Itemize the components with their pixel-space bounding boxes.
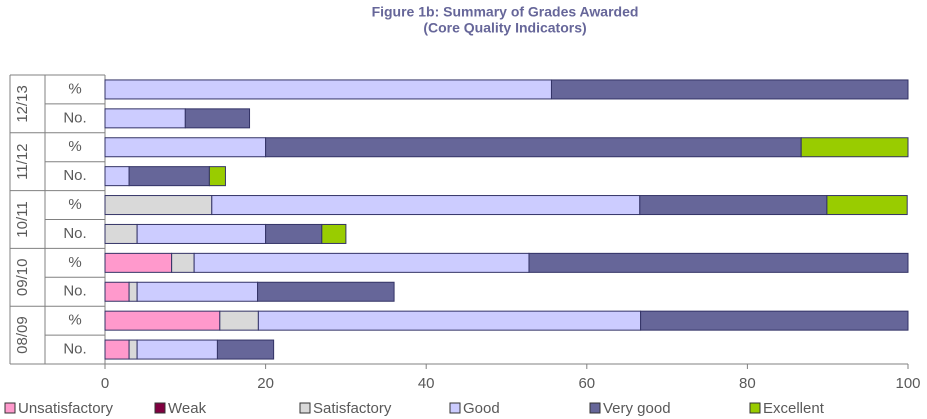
bar-segment (104, 195, 213, 216)
legend-label: Good (463, 400, 500, 417)
bar-segment (136, 281, 259, 302)
row-label: % (68, 80, 81, 97)
bar-segment (826, 195, 908, 216)
row-label: % (68, 254, 81, 271)
chart-title: Figure 1b: Summary of Grades Awarded (372, 4, 639, 20)
group-label: 10/11 (14, 201, 31, 237)
bar-segment (208, 166, 226, 187)
bar-segment (128, 166, 210, 187)
bar-segment (104, 339, 130, 360)
legend-label: Excellent (763, 400, 825, 417)
row-label: No. (63, 109, 86, 126)
legend-label: Satisfactory (313, 400, 392, 417)
row-label: No. (63, 225, 86, 242)
bar-segment (136, 339, 218, 360)
bar-segment (216, 339, 275, 360)
bar-segment (104, 79, 552, 100)
row-label: % (68, 312, 81, 329)
row-label: % (68, 138, 81, 155)
bar-segment (219, 310, 259, 331)
bar-segment (104, 137, 267, 158)
legend-label: Very good (603, 400, 671, 417)
bar-segment (128, 281, 138, 302)
x-tick-label: 100 (895, 375, 920, 392)
group-label: 08/09 (14, 316, 31, 354)
legend-label: Unsatisfactory (18, 400, 114, 417)
bar-segment (104, 310, 221, 331)
bar-segment (104, 108, 186, 129)
bar-segment (550, 79, 909, 100)
bar-segment (104, 252, 173, 273)
legend-swatch (749, 402, 761, 414)
legend-swatch (154, 402, 166, 414)
bar-segment (265, 137, 802, 158)
legend-swatch (4, 402, 16, 414)
x-tick-label: 0 (101, 375, 109, 392)
group-label: 09/10 (14, 259, 31, 297)
bar-segment (257, 310, 642, 331)
bar-segment (104, 281, 130, 302)
row-label: No. (63, 341, 86, 358)
x-tick-label: 40 (418, 375, 435, 392)
bar-segment (128, 339, 138, 360)
bar-segment (640, 310, 909, 331)
group-label: 11/12 (14, 143, 31, 179)
row-label: No. (63, 167, 86, 184)
bar-segment (136, 223, 267, 244)
bar-segment (184, 108, 251, 129)
x-tick-label: 20 (257, 375, 274, 392)
bar-segment (321, 223, 347, 244)
legend-swatch (589, 402, 601, 414)
bar-segment (528, 252, 909, 273)
bar-segment (257, 281, 395, 302)
bar-segment (193, 252, 530, 273)
legend-swatch (299, 402, 311, 414)
bar-segment (265, 223, 323, 244)
x-tick-label: 60 (578, 375, 595, 392)
legend-label: Weak (168, 400, 207, 417)
bar-segment (171, 252, 195, 273)
bar-segment (639, 195, 828, 216)
bar-segment (104, 166, 130, 187)
row-label: No. (63, 283, 86, 300)
chart-subtitle: (Core Quality Indicators) (423, 20, 586, 36)
row-label: % (68, 196, 81, 213)
bar-segment (800, 137, 909, 158)
x-tick-label: 80 (739, 375, 756, 392)
bar-segment (211, 195, 641, 216)
bar-segment (104, 223, 138, 244)
group-label: 12/13 (14, 85, 31, 123)
legend-swatch (449, 402, 461, 414)
